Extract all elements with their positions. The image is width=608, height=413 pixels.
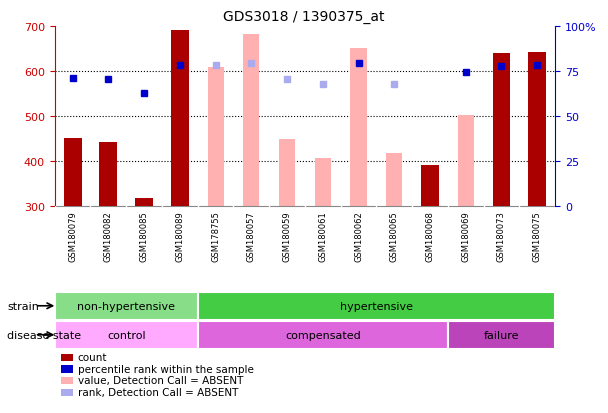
- Text: strain: strain: [7, 301, 39, 311]
- Text: GSM180059: GSM180059: [283, 211, 292, 261]
- Text: GSM180089: GSM180089: [175, 211, 184, 261]
- Text: non-hypertensive: non-hypertensive: [77, 301, 175, 311]
- Text: percentile rank within the sample: percentile rank within the sample: [78, 364, 254, 374]
- Bar: [207, 68, 224, 206]
- Bar: [386, 154, 402, 206]
- Text: GSM180082: GSM180082: [104, 211, 113, 261]
- Text: count: count: [78, 352, 108, 362]
- Text: GSM180068: GSM180068: [426, 211, 435, 261]
- Bar: [198, 292, 555, 320]
- Text: GSM180061: GSM180061: [318, 211, 327, 261]
- Bar: [55, 292, 198, 320]
- Bar: [55, 321, 198, 349]
- Bar: [528, 53, 546, 206]
- Bar: [458, 116, 474, 206]
- Text: GSM180065: GSM180065: [390, 211, 399, 261]
- Text: failure: failure: [484, 330, 519, 340]
- Text: hypertensive: hypertensive: [340, 301, 413, 311]
- Text: GDS3018 / 1390375_at: GDS3018 / 1390375_at: [223, 10, 385, 24]
- Text: GSM180085: GSM180085: [140, 211, 148, 261]
- Text: GSM180079: GSM180079: [68, 211, 77, 261]
- Bar: [171, 31, 188, 206]
- Text: rank, Detection Call = ABSENT: rank, Detection Call = ABSENT: [78, 387, 238, 397]
- Bar: [350, 49, 367, 206]
- Bar: [99, 143, 117, 206]
- Text: GSM178755: GSM178755: [211, 211, 220, 261]
- Text: GSM180057: GSM180057: [247, 211, 256, 261]
- Text: GSM180073: GSM180073: [497, 211, 506, 261]
- Bar: [279, 140, 295, 206]
- Bar: [448, 321, 555, 349]
- Text: GSM180075: GSM180075: [533, 211, 542, 261]
- Bar: [492, 54, 511, 206]
- Text: control: control: [107, 330, 145, 340]
- Text: disease state: disease state: [7, 330, 81, 340]
- Bar: [315, 159, 331, 206]
- Bar: [135, 198, 153, 206]
- Text: GSM180069: GSM180069: [461, 211, 470, 261]
- Text: GSM180062: GSM180062: [354, 211, 363, 261]
- Text: compensated: compensated: [285, 330, 361, 340]
- Bar: [64, 138, 81, 206]
- Bar: [198, 321, 448, 349]
- Bar: [421, 166, 439, 206]
- Text: value, Detection Call = ABSENT: value, Detection Call = ABSENT: [78, 375, 243, 385]
- Bar: [243, 34, 260, 206]
